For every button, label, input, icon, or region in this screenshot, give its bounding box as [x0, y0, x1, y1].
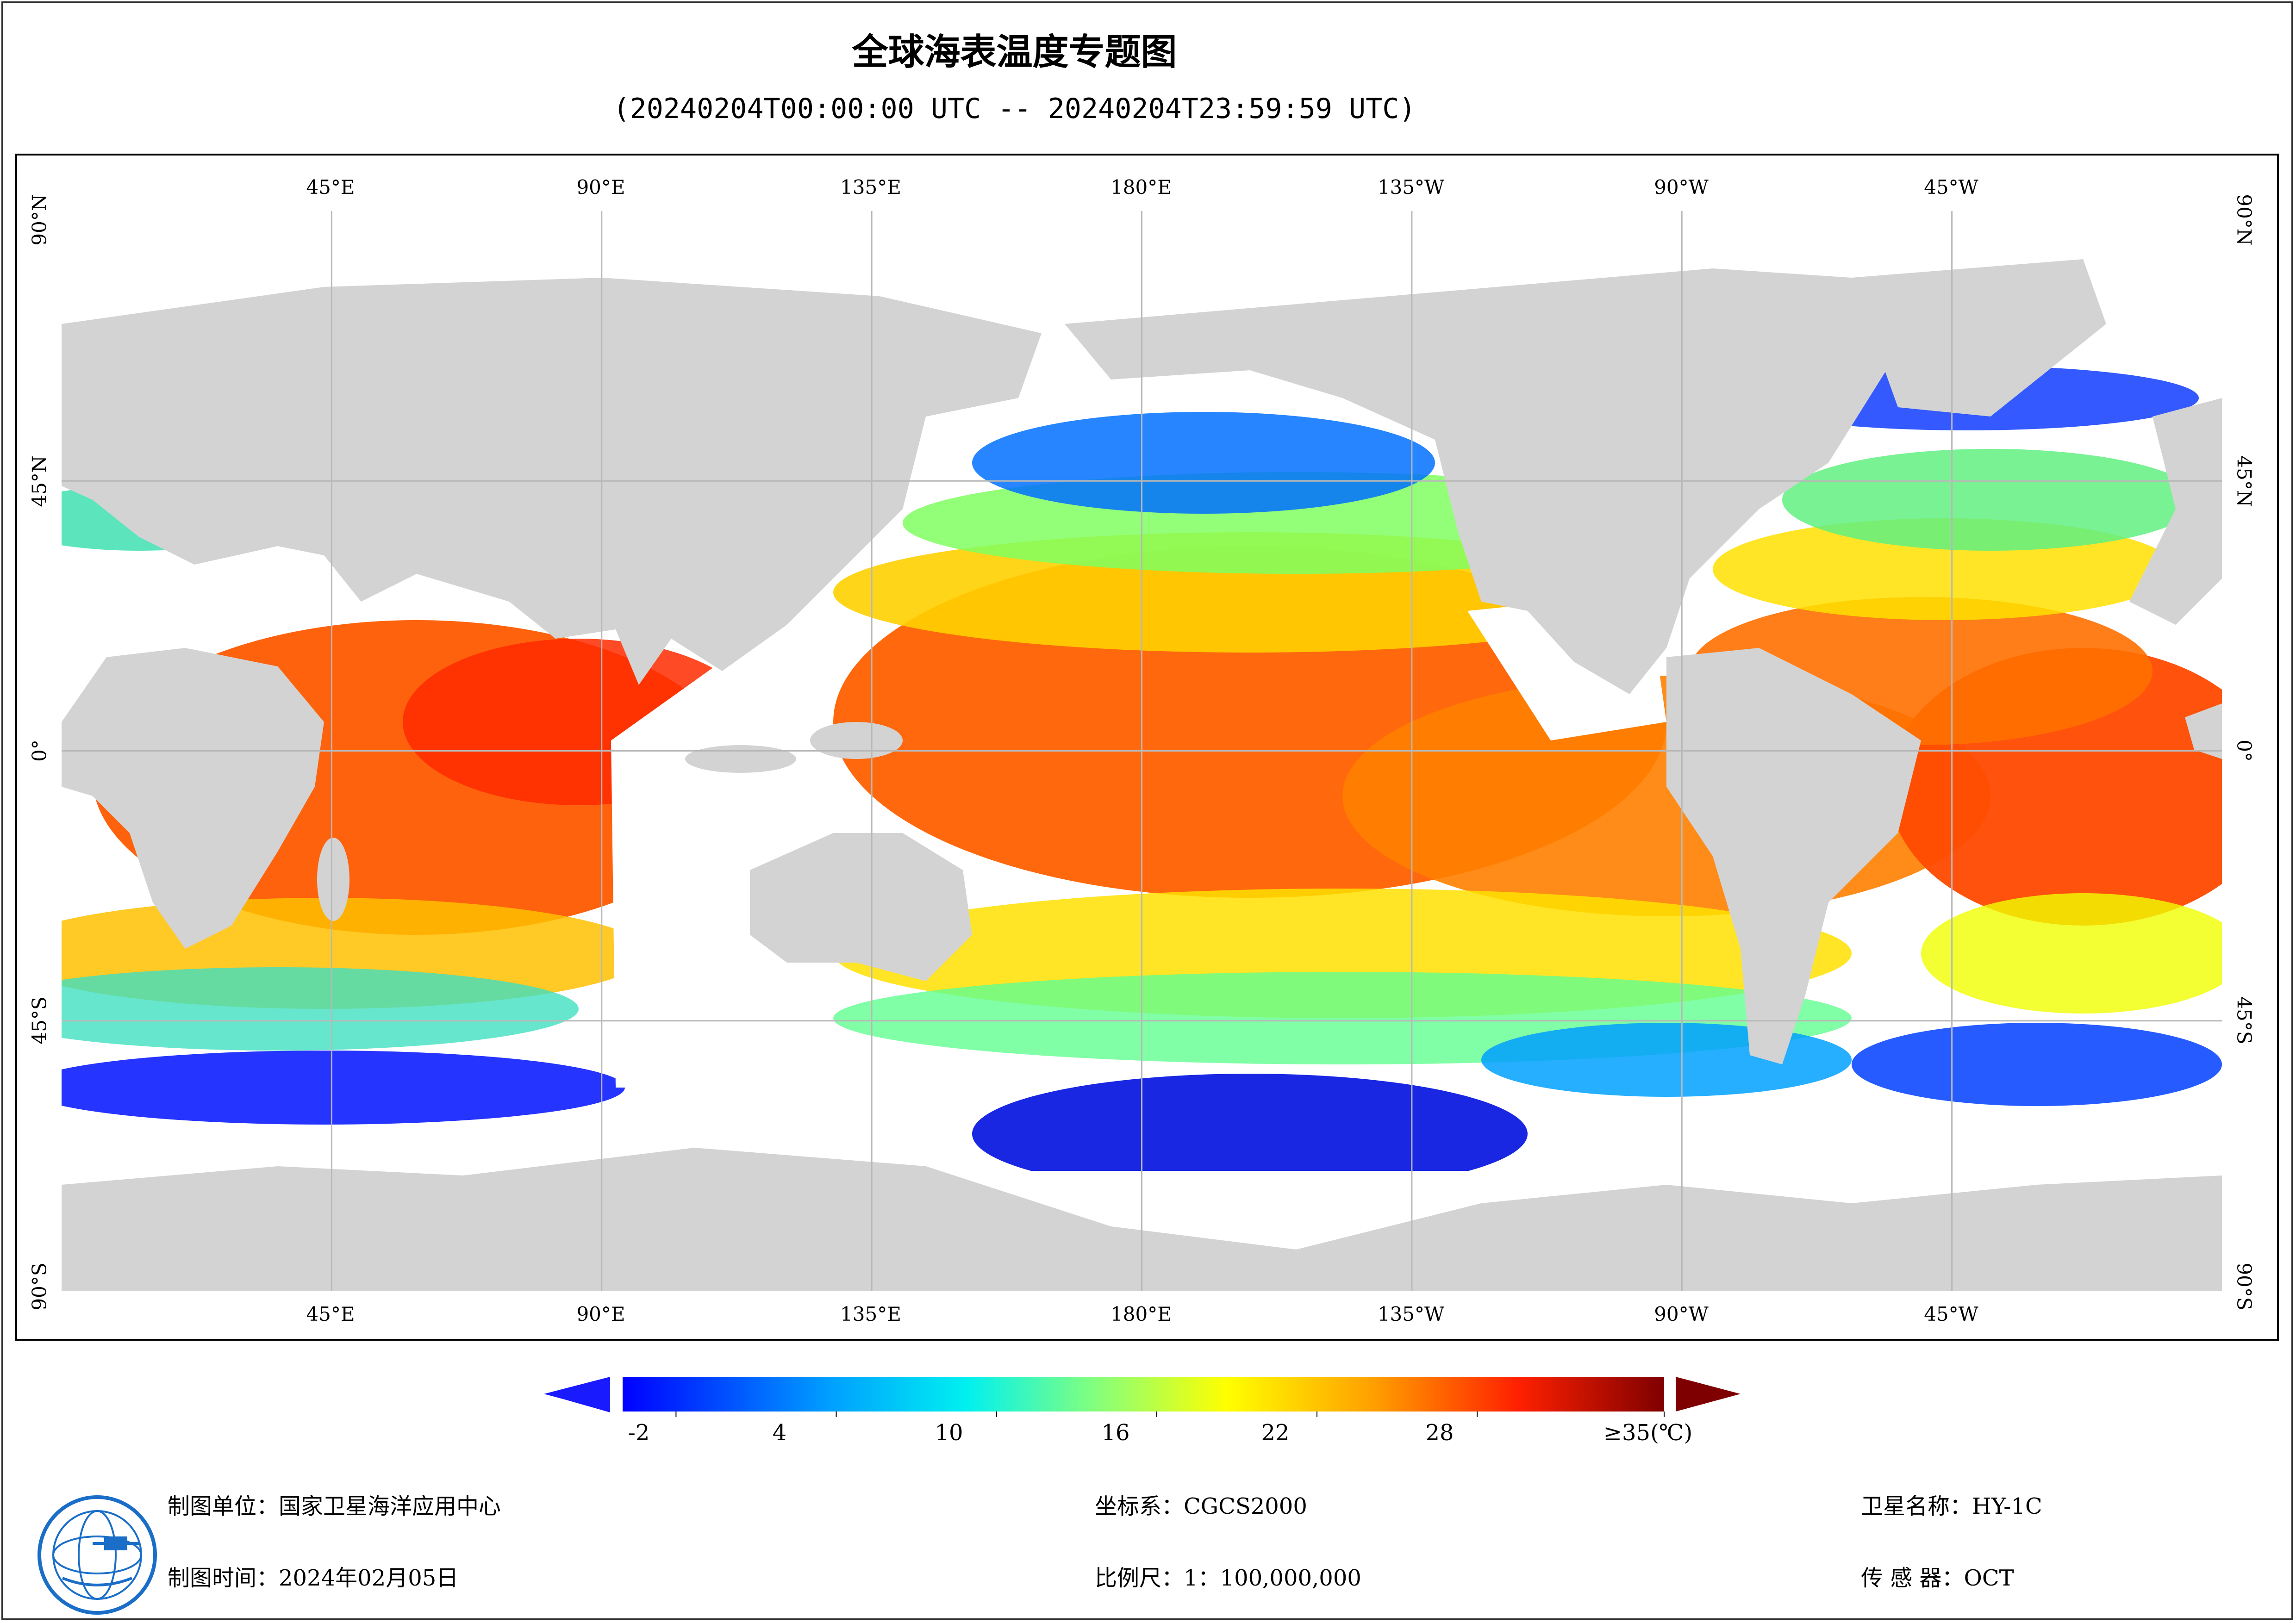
crs-info: 坐标系：CGCS2000: [1095, 1488, 1307, 1520]
colorbar-ticks: [675, 1412, 1665, 1417]
date-label: 制图时间：: [168, 1565, 279, 1591]
colorbar-label: -2: [628, 1420, 650, 1446]
crs-label: 坐标系：: [1095, 1493, 1184, 1519]
lon-tick-bottom: 90°E: [576, 1303, 625, 1325]
lon-tick-top: 45°W: [1924, 176, 1978, 199]
satellite-value: HY-1C: [1972, 1493, 2042, 1519]
lat-tick-left: 45°S: [28, 996, 51, 1045]
sensor-value: OCT: [1964, 1565, 2014, 1591]
lat-tick-right: 90°N: [2233, 194, 2256, 246]
lon-tick-bottom: 135°E: [840, 1303, 901, 1325]
lon-tick-top: 135°W: [1377, 176, 1445, 199]
satellite-info: 卫星名称：HY-1C: [1861, 1488, 2042, 1520]
lat-tick-right: 45°S: [2233, 996, 2256, 1045]
lat-tick-left: 90°N: [28, 194, 51, 246]
lat-tick-right: 0°: [2233, 740, 2256, 762]
lon-tick-bottom: 90°W: [1654, 1303, 1709, 1325]
colorbar-label: 28: [1425, 1420, 1454, 1446]
colorbar-ramp: [623, 1377, 1664, 1412]
sensor-info: 传 感 器：OCT: [1861, 1560, 2014, 1592]
crs-value: CGCS2000: [1184, 1493, 1307, 1519]
lat-tick-right: 90°S: [2233, 1262, 2256, 1311]
lon-tick-top: 135°E: [840, 176, 901, 199]
sensor-label: 传 感 器：: [1861, 1565, 1964, 1591]
nsoas-logo-icon: [37, 1495, 157, 1615]
lon-tick-bottom: 180°E: [1111, 1303, 1172, 1325]
colorbar-label: 4: [772, 1420, 787, 1446]
colorbar-label: ≥35(℃): [1603, 1420, 1693, 1446]
colorbar: [544, 1377, 1741, 1417]
scale-info: 比例尺：1：100,000,000: [1095, 1560, 1361, 1592]
map-frame: [15, 154, 2279, 1341]
satellite-label: 卫星名称：: [1861, 1493, 1972, 1519]
date-value: 2024年02月05日: [279, 1565, 459, 1591]
lat-tick-left: 0°: [28, 740, 51, 762]
time-range-subtitle: (20240204T00:00:00 UTC -- 20240204T23:59…: [613, 93, 1416, 125]
colorbar-label: 16: [1101, 1420, 1130, 1446]
lon-tick-top: 45°E: [306, 176, 355, 199]
colorbar-label: 10: [935, 1420, 963, 1446]
lon-tick-top: 90°E: [576, 176, 625, 199]
producer-info: 制图单位：国家卫星海洋应用中心: [168, 1488, 501, 1520]
lon-tick-bottom: 135°W: [1377, 1303, 1445, 1325]
lat-tick-left: 45°N: [28, 455, 51, 507]
lat-tick-right: 45°N: [2233, 455, 2256, 507]
colorbar-over-triangle: [1676, 1377, 1741, 1412]
lon-tick-bottom: 45°E: [306, 1303, 355, 1325]
lat-tick-left: 90°S: [28, 1262, 51, 1311]
producer-value: 国家卫星海洋应用中心: [279, 1493, 501, 1519]
lon-tick-bottom: 45°W: [1924, 1303, 1978, 1325]
date-info: 制图时间：2024年02月05日: [168, 1560, 458, 1592]
scale-value: 1：100,000,000: [1184, 1565, 1361, 1591]
lon-tick-top: 180°E: [1111, 176, 1172, 199]
page-title: 全球海表温度专题图: [852, 31, 1177, 73]
scale-label: 比例尺：: [1095, 1565, 1184, 1591]
lon-tick-top: 90°W: [1654, 176, 1709, 199]
producer-label: 制图单位：: [168, 1493, 279, 1519]
colorbar-under-triangle: [544, 1377, 610, 1412]
colorbar-label: 22: [1261, 1420, 1290, 1446]
graticule: [62, 211, 2222, 1291]
